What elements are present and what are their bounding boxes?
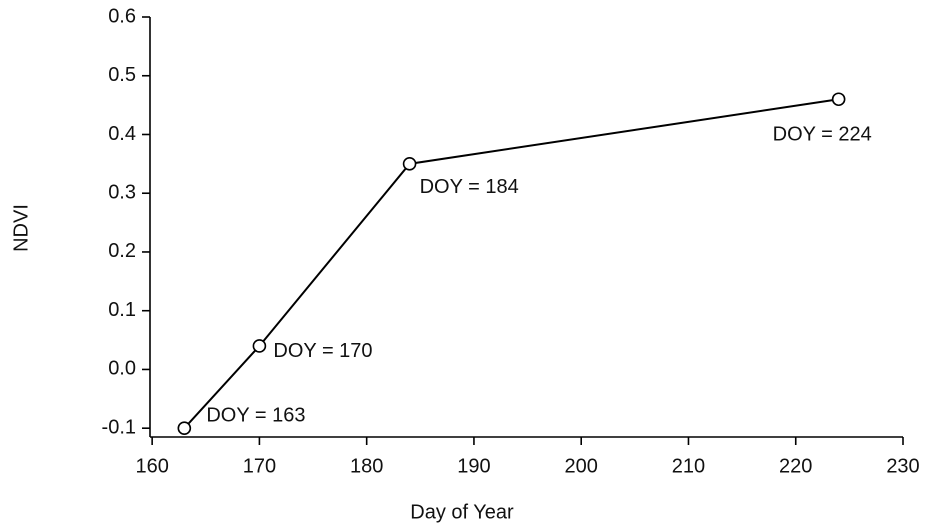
- annotation: DOY = 184: [420, 176, 519, 198]
- y-tick-label: 0.5: [108, 64, 136, 86]
- data-point: [831, 92, 846, 107]
- annotation: DOY = 163: [206, 404, 305, 426]
- x-tick-label: 190: [457, 455, 490, 477]
- x-tick-label: 210: [672, 455, 705, 477]
- annotation: DOY = 170: [273, 340, 372, 362]
- y-axis-label: NDVI: [10, 204, 32, 252]
- x-tick-label: 220: [779, 455, 812, 477]
- y-tick-label: 0.2: [108, 240, 136, 262]
- data-point: [252, 339, 267, 353]
- y-tick-label: 0.3: [108, 182, 136, 204]
- x-tick-label: 230: [886, 455, 919, 477]
- y-tick-label: 0.4: [108, 123, 136, 145]
- x-tick-label: 170: [243, 455, 276, 477]
- y-tick-label: -0.1: [102, 416, 136, 438]
- y-tick-label: 0.1: [108, 299, 136, 321]
- x-axis-label: Day of Year: [410, 501, 514, 523]
- x-tick-label: 200: [565, 455, 598, 477]
- data-line: [183, 98, 839, 429]
- y-tick-label: 0.0: [108, 358, 136, 380]
- data-point: [177, 421, 192, 435]
- x-tick-label: 160: [135, 455, 168, 477]
- x-tick-label: 180: [350, 455, 383, 477]
- annotation: DOY = 224: [773, 124, 872, 146]
- y-tick-label: 0.6: [108, 5, 136, 27]
- data-point: [402, 157, 417, 171]
